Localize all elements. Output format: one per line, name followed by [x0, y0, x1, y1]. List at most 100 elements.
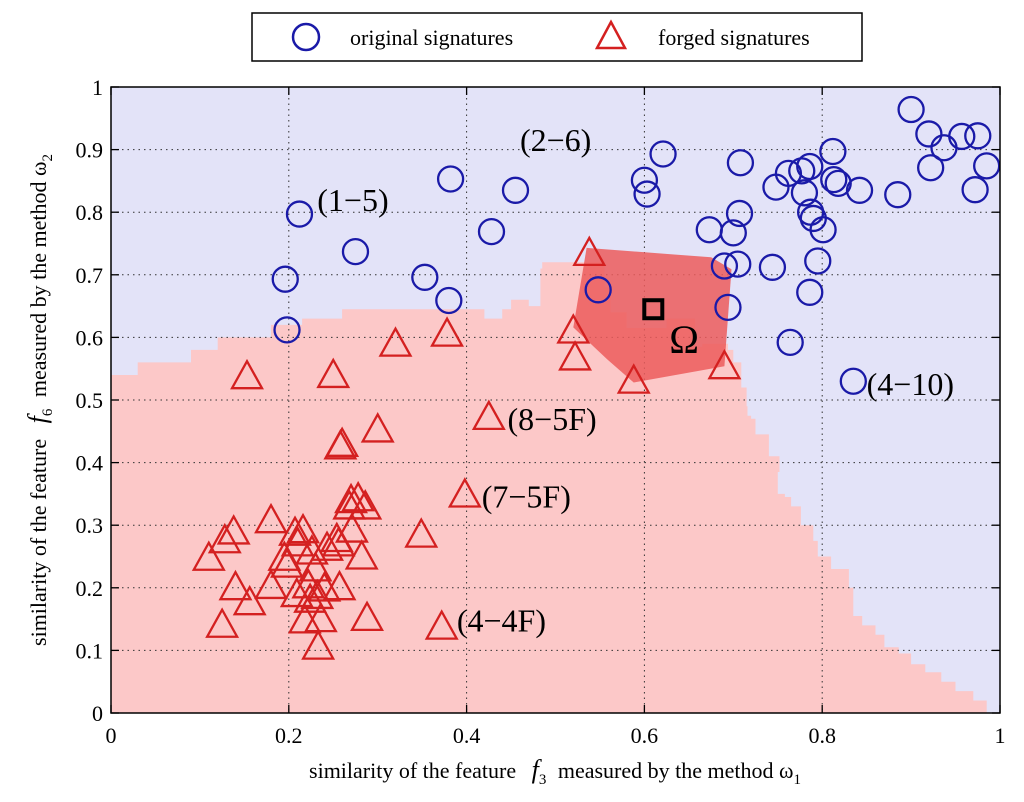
original-signature-point	[845, 176, 874, 204]
annotations: (1−5) (2−6) (4−10) (8−5F) (7−5F) (4−4F)	[317, 122, 954, 639]
legend: original signatures forged signatures	[251, 12, 863, 62]
y-axis-label: similarity of the feature f6 measured by…	[23, 154, 57, 646]
y-tick-label: 0.9	[76, 138, 104, 163]
original-signature-point	[758, 253, 787, 281]
forged-signature-point	[316, 357, 351, 389]
forged-signature-point	[556, 313, 591, 344]
forged-signature-point	[191, 540, 226, 571]
y-tick-label: 0.1	[76, 638, 104, 663]
original-signature-point	[796, 278, 824, 306]
tick-labels: 0 0.2 0.4 0.6 0.8 1 0 0.1 0.2 0.3 0.4 0.5 0.6 0.7 0.8 0…	[76, 75, 1006, 748]
original-signature-point	[273, 316, 301, 344]
original-signature-point	[839, 367, 867, 395]
forged-signature-point	[294, 534, 329, 565]
original-signature-point	[726, 149, 755, 177]
x-axis-label-var: f	[532, 755, 543, 784]
point-annotation: (2−6)	[520, 122, 591, 158]
original-signature-point	[809, 216, 837, 244]
y-axis-label-var: f	[23, 412, 52, 423]
original-signature-point	[633, 180, 661, 208]
legend-forged-marker	[594, 19, 628, 50]
forged-signature-point	[378, 326, 413, 357]
original-signature-point	[501, 176, 530, 204]
forged-signature-point	[301, 629, 336, 660]
y-axis-label-var-sub: 6	[40, 408, 56, 416]
x-tick-label: 0.4	[453, 723, 481, 748]
y-tick-label: 0.7	[76, 263, 104, 288]
x-axis-label-method-sub: 1	[793, 772, 801, 788]
forged-signature-point	[298, 551, 333, 582]
hull-region	[573, 247, 732, 383]
forged-signature-point	[341, 480, 376, 512]
forged-signature-point	[230, 358, 264, 390]
x-tick-label: 0.8	[808, 723, 836, 748]
forged-signature-point	[207, 522, 242, 554]
original-signature-point	[824, 169, 852, 198]
forged-signature-point	[430, 316, 464, 347]
forged-signature-point	[707, 348, 742, 380]
omega-hull	[573, 247, 732, 383]
original-signature-point	[584, 276, 612, 304]
forged-signature-point	[348, 489, 383, 520]
original-signature-point	[477, 217, 506, 246]
x-axis-label: similarity of the feature f3 measured by…	[309, 755, 801, 789]
omega-marker-group: Ω	[642, 298, 699, 362]
point-annotation: (8−5F)	[507, 401, 596, 437]
x-tick-label: 0.6	[631, 723, 659, 748]
legend-original-label: original signatures	[350, 25, 513, 50]
forged-signature-point	[279, 576, 314, 608]
y-tick-label: 0.6	[76, 325, 104, 350]
x-axis-label-middle: measured by the method ω	[558, 758, 794, 783]
y-axis-label-method-sub: 2	[40, 154, 56, 162]
original-signature-point	[271, 265, 299, 293]
forged-signature-point	[322, 569, 357, 601]
original-signature-point	[285, 200, 314, 228]
y-tick-label: 0.5	[76, 388, 104, 413]
original-signature-point	[915, 120, 943, 148]
original-signature-point	[725, 199, 754, 228]
original-signature-point	[411, 263, 439, 291]
original-signature-point	[719, 219, 747, 247]
forged-signature-point	[216, 514, 251, 545]
point-annotation: (4−10)	[867, 366, 954, 402]
forged-signature-point	[447, 477, 482, 508]
original-signature-point	[961, 176, 989, 204]
legend-original-marker	[291, 22, 321, 52]
original-signature-point	[649, 140, 677, 168]
legend-forged-label: forged signatures	[658, 25, 810, 50]
original-signature-point	[819, 137, 847, 166]
data-points	[191, 95, 1001, 660]
omega-label: Ω	[669, 317, 699, 362]
original-signature-point	[724, 250, 752, 278]
forged-signature-point	[303, 601, 338, 633]
forged-signature-point	[616, 363, 651, 394]
original-signature-point	[774, 159, 803, 188]
original-signature-point	[917, 154, 945, 182]
axes	[110, 86, 1001, 714]
forged-signature-point	[360, 412, 395, 443]
forged-signature-point	[286, 512, 320, 544]
y-tick-label: 1	[92, 75, 103, 100]
forged-signature-point	[344, 539, 379, 570]
forged-signature-point	[278, 515, 312, 546]
point-annotation: (4−4F)	[457, 603, 546, 639]
y-tick-label: 0.4	[76, 451, 104, 476]
y-axis-label-prefix: similarity of the feature	[26, 439, 51, 646]
original-signature-point	[897, 95, 925, 124]
original-signature-point	[436, 165, 465, 193]
original-signature-point	[710, 252, 739, 280]
y-tick-label: 0.3	[76, 513, 104, 538]
forged-signature-point	[334, 482, 368, 514]
x-axis-label-var-sub: 3	[539, 772, 547, 788]
original-signature-point	[820, 165, 848, 194]
original-signature-point	[630, 166, 659, 194]
original-signature-point	[948, 122, 976, 151]
legend-box	[251, 12, 863, 62]
original-signature-point	[435, 286, 463, 315]
y-tick-label: 0	[92, 701, 103, 726]
y-tick-label: 0.8	[76, 200, 104, 225]
original-signature-point	[884, 181, 912, 209]
original-signature-point	[790, 179, 819, 207]
forged-signature-point	[232, 584, 267, 616]
